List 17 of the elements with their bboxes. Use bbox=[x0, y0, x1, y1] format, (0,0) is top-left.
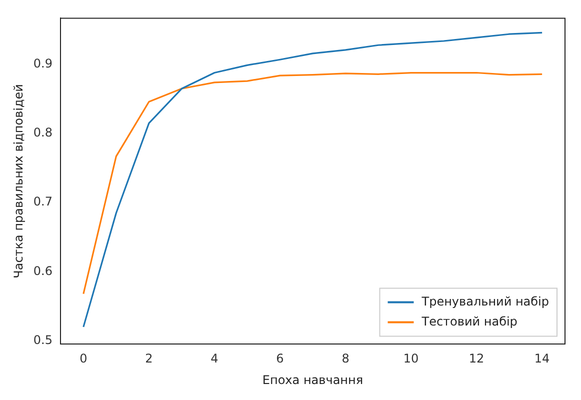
x-axis-title: Епоха навчання bbox=[262, 372, 364, 387]
x-tick-label: 10 bbox=[403, 352, 419, 366]
x-tick-label: 8 bbox=[342, 352, 350, 366]
y-tick-label: 0.7 bbox=[33, 194, 52, 209]
x-tick-label: 4 bbox=[210, 352, 218, 366]
x-tick-label: 12 bbox=[468, 352, 484, 366]
legend-label: Тестовий набір bbox=[420, 314, 518, 328]
x-tick-label: 14 bbox=[534, 352, 550, 366]
x-tick-label: 6 bbox=[276, 352, 284, 366]
y-tick-label: 0.5 bbox=[33, 332, 52, 347]
legend-label: Тренувальний набір bbox=[420, 294, 550, 308]
y-tick-label: 0.8 bbox=[33, 126, 52, 140]
x-tick-label: 0 bbox=[80, 352, 88, 366]
y-axis-title: Частка правильних відповідей bbox=[11, 84, 26, 278]
x-tick-label: 2 bbox=[145, 352, 153, 366]
y-tick-label: 0.6 bbox=[33, 264, 52, 278]
y-tick-label: 0.9 bbox=[33, 56, 52, 71]
